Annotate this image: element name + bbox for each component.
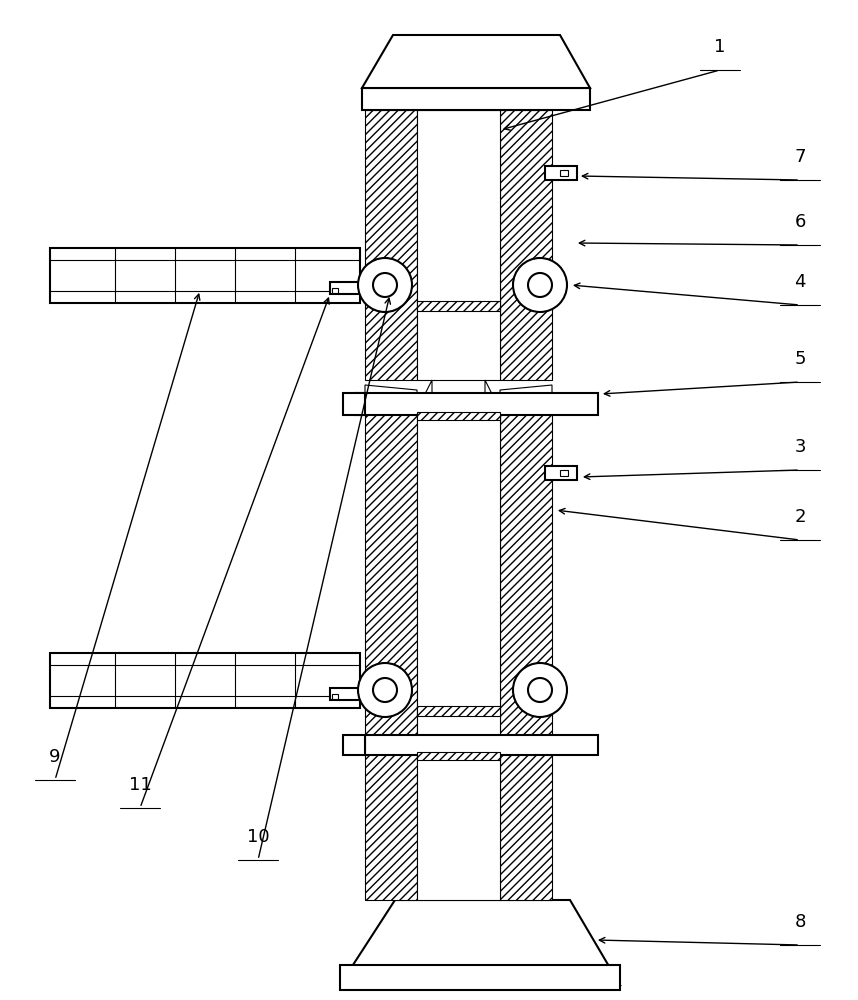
Text: 10: 10 bbox=[247, 828, 269, 846]
Bar bbox=[343, 735, 365, 755]
Text: 7: 7 bbox=[795, 148, 806, 166]
Circle shape bbox=[528, 678, 552, 702]
Polygon shape bbox=[362, 35, 590, 88]
Circle shape bbox=[373, 678, 397, 702]
Polygon shape bbox=[365, 385, 417, 410]
Bar bbox=[330, 688, 360, 700]
Polygon shape bbox=[417, 380, 432, 410]
Circle shape bbox=[513, 663, 567, 717]
Bar bbox=[362, 88, 590, 110]
Circle shape bbox=[358, 258, 412, 312]
Bar bbox=[332, 694, 338, 699]
Bar bbox=[417, 301, 500, 311]
Bar bbox=[417, 410, 500, 900]
Bar bbox=[560, 170, 568, 176]
Circle shape bbox=[513, 258, 567, 312]
Bar bbox=[50, 248, 360, 303]
Bar bbox=[500, 410, 552, 900]
Bar bbox=[417, 752, 500, 760]
Circle shape bbox=[358, 663, 412, 717]
Bar bbox=[330, 282, 360, 294]
Bar bbox=[340, 965, 620, 990]
Bar bbox=[332, 288, 338, 293]
Text: 9: 9 bbox=[49, 748, 61, 766]
Text: 5: 5 bbox=[795, 350, 806, 368]
Circle shape bbox=[528, 273, 552, 297]
Bar bbox=[50, 653, 360, 708]
Text: 6: 6 bbox=[795, 213, 806, 231]
Bar bbox=[417, 706, 500, 716]
Bar bbox=[500, 110, 552, 380]
Bar bbox=[417, 412, 500, 420]
Bar bbox=[365, 410, 417, 900]
Bar bbox=[343, 393, 365, 415]
Bar bbox=[545, 166, 577, 180]
Text: 8: 8 bbox=[795, 913, 806, 931]
Text: 3: 3 bbox=[795, 438, 806, 456]
Circle shape bbox=[373, 273, 397, 297]
Polygon shape bbox=[340, 900, 620, 985]
Text: 4: 4 bbox=[795, 273, 806, 291]
Bar bbox=[545, 466, 577, 480]
Polygon shape bbox=[500, 385, 552, 410]
Text: 2: 2 bbox=[795, 508, 806, 526]
Bar bbox=[417, 110, 500, 380]
Text: 1: 1 bbox=[715, 38, 726, 56]
Bar bbox=[365, 735, 598, 755]
Text: 11: 11 bbox=[129, 776, 151, 794]
Bar bbox=[560, 470, 568, 476]
Bar bbox=[365, 110, 417, 380]
Bar bbox=[355, 393, 598, 415]
Polygon shape bbox=[485, 380, 500, 410]
